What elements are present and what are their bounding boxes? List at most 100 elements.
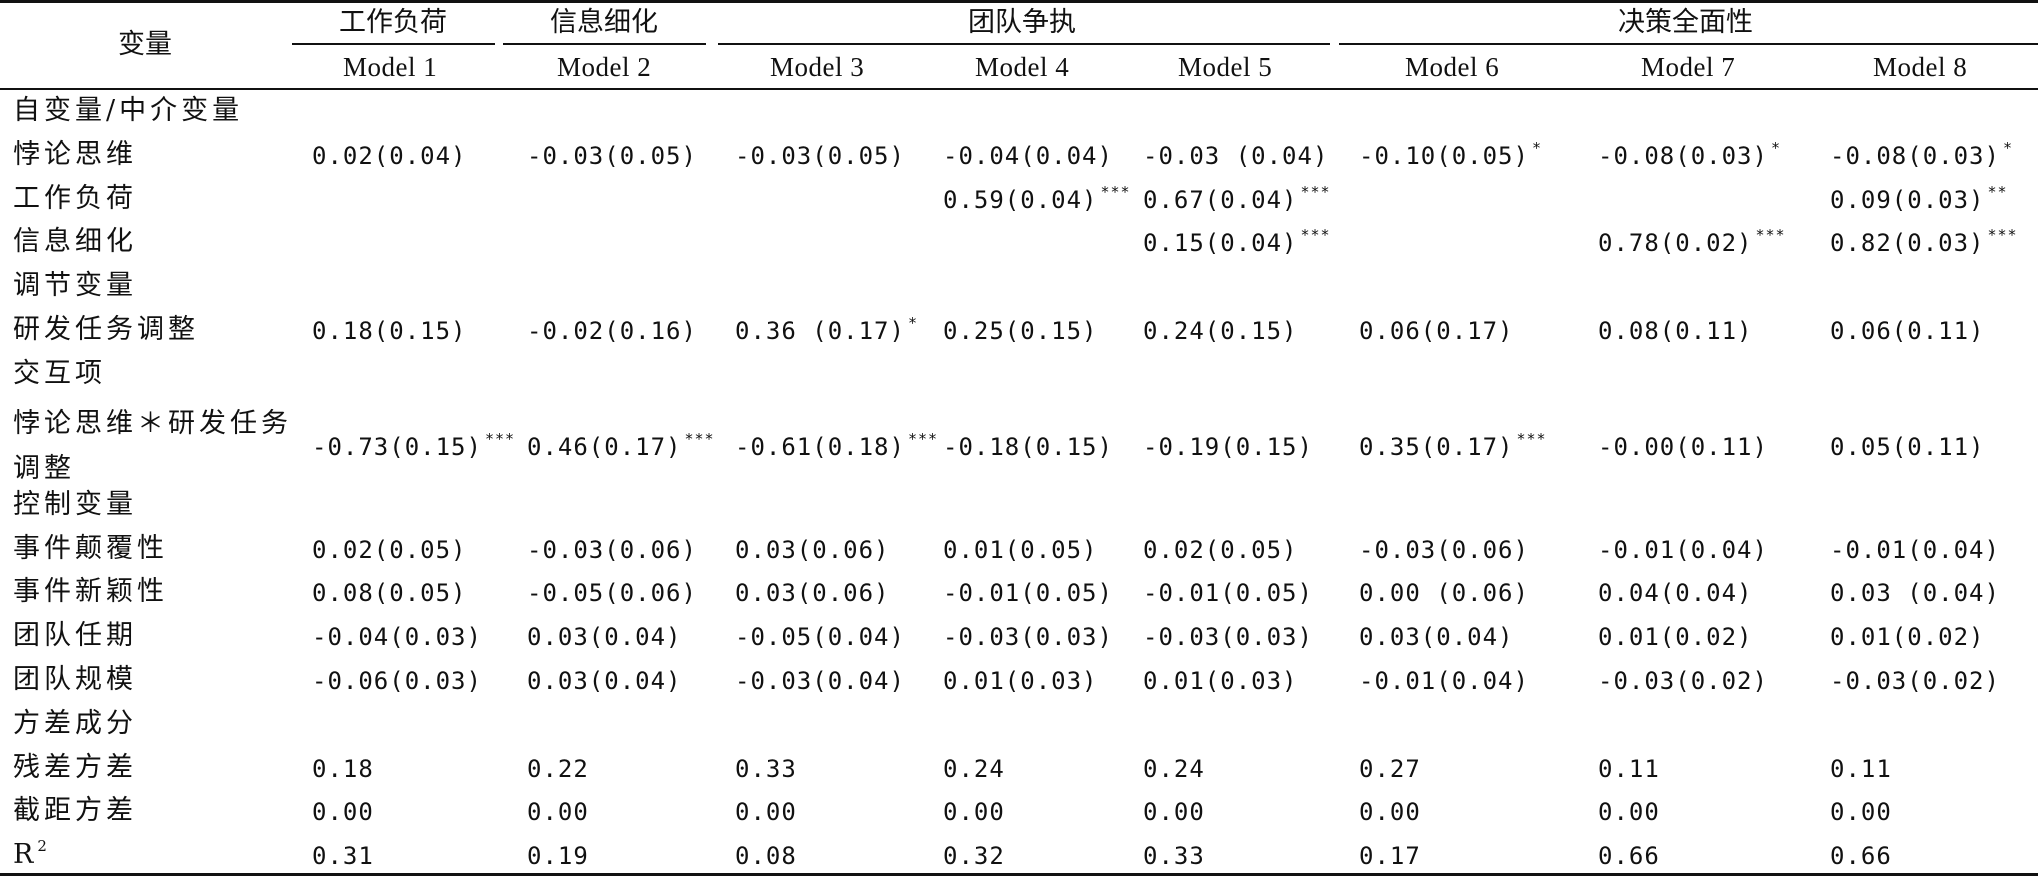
cell-value: 0.00 [735,798,797,826]
cell-value: 0.01(0.03) [943,667,1098,695]
table-cell: -0.01(0.05) [1143,581,1313,605]
table-cell: -0.03(0.06) [1359,538,1529,562]
cell-value: 0.36 (0.17) [735,317,905,345]
bottom-rule [0,873,2038,876]
group-underline-1 [292,43,495,45]
cell-value: -0.02(0.16) [527,317,697,345]
cell-value: 0.24 [943,755,1005,783]
row-label: 团队规模 [13,664,137,695]
table-cell: 0.01(0.03) [1143,669,1298,693]
table-cell: 0.59(0.04) *** [943,185,1131,214]
cell-value: -0.00(0.11) [1598,433,1768,461]
table-cell: 0.24 [1143,757,1205,781]
table-cell: -0.06(0.03) [312,669,482,693]
table-cell: -0.10(0.05) * [1359,141,1542,170]
table-cell: 0.24 [943,757,1005,781]
table-cell: -0.03(0.03) [1143,625,1313,649]
table-cell: 0.09(0.03) ** [1830,185,2008,213]
table-cell: 0.01(0.02) [1830,625,1985,649]
cell-value: 0.02(0.04) [312,142,467,170]
cell-value: 0.00 (0.06) [1359,579,1529,607]
cell-value: 0.15(0.04) [1143,229,1298,257]
table-cell: 0.31 [312,844,374,868]
table-cell: -0.18(0.15) [943,435,1113,459]
cell-value: 0.08 [735,842,797,870]
cell-value: -0.04(0.03) [312,623,482,651]
cell-value: -0.01(0.04) [1598,536,1768,564]
cell-value: 0.32 [943,842,1005,870]
cell-value: 0.18 [312,755,374,783]
table-cell: 0.04(0.04) [1598,581,1753,605]
cell-value: 0.67(0.04) [1143,186,1298,214]
significance-stars: *** [484,430,516,448]
cell-value: 0.11 [1598,755,1660,783]
cell-value: 0.19 [527,842,589,870]
significance-stars: * [1531,139,1542,157]
table-cell: -0.00(0.11) [1598,435,1768,459]
table-cell: 0.02(0.04) [312,144,467,168]
table-cell: 0.18(0.15) [312,319,467,343]
table-cell: 0.08(0.05) [312,581,467,605]
table-cell: 0.02(0.05) [1143,538,1298,562]
cell-value: -0.73(0.15) [312,433,482,461]
row-label: 残差方差 [13,752,137,783]
cell-value: 0.00 [1359,798,1421,826]
top-rule [0,0,2038,3]
table-cell: -0.08(0.03) * [1598,141,1781,169]
table-cell: 0.15(0.04) *** [1143,228,1331,257]
row-label: 方差成分 [13,708,137,739]
group-header-info-elaboration: 信息细化 [550,7,658,38]
table-cell: -0.61(0.18) *** [735,432,938,461]
table-cell: 0.03(0.06) [735,538,890,562]
row-label: 控制变量 [13,489,137,520]
table-cell: -0.04(0.04) [943,144,1113,168]
cell-value: 0.00 [1143,798,1205,826]
table-cell: 0.05(0.11) [1830,435,1985,459]
table-cell: -0.05(0.06) [527,581,697,605]
cell-value: -0.04(0.04) [943,142,1113,170]
cell-value: 0.02(0.05) [312,536,467,564]
cell-value: 0.59(0.04) [943,186,1098,214]
cell-value: -0.10(0.05) [1359,142,1529,170]
row-label-superscript: 2 [37,837,51,855]
table-cell: 0.06(0.17) [1359,319,1514,343]
cell-value: -0.06(0.03) [312,667,482,695]
table-cell: 0.00 [735,800,797,824]
table-cell: 0.78(0.02) *** [1598,228,1786,256]
table-cell: 0.24(0.15) [1143,319,1298,343]
table-cell: -0.03(0.05) [527,144,697,168]
table-cell: 0.19 [527,844,589,868]
cell-value: 0.00 [312,798,374,826]
table-cell: 0.82(0.03) *** [1830,228,2018,257]
table-cell: 0.00 (0.06) [1359,581,1529,605]
cell-value: -0.01(0.04) [1830,536,2000,564]
model-header-2: Model 2 [557,52,652,82]
cell-value: -0.61(0.18) [735,433,905,461]
cell-value: 0.03(0.06) [735,579,890,607]
significance-stars: *** [684,430,715,448]
table-cell: -0.03(0.03) [943,625,1113,649]
cell-value: 0.03(0.06) [735,536,890,564]
cell-value: 0.22 [527,755,589,783]
significance-stars: *** [1755,226,1786,244]
cell-value: 0.66 [1830,842,1892,870]
table-cell: 0.00 [1359,800,1421,824]
table-cell: 0.00 [1143,800,1205,824]
cell-value: -0.08(0.03) [1830,142,2000,170]
model-header-3: Model 3 [770,52,865,82]
row-label: 工作负荷 [13,183,137,214]
group-underline-3 [718,43,1330,45]
group-header-team-conflict: 团队争执 [968,7,1076,38]
cell-value: -0.05(0.06) [527,579,697,607]
cell-value: 0.33 [1143,842,1205,870]
row-label: R2 [13,839,51,869]
table-cell: 0.03(0.06) [735,581,890,605]
cell-value: 0.82(0.03) [1830,229,1985,257]
cell-value: 0.00 [1598,798,1660,826]
model-header-1: Model 1 [343,52,438,82]
header-rule [0,88,2038,90]
row-label-continuation: 调整 [13,453,75,484]
table-cell: 0.01(0.05) [943,538,1098,562]
row-label: 研发任务调整 [13,314,199,345]
table-cell: 0.00 [943,800,1005,824]
